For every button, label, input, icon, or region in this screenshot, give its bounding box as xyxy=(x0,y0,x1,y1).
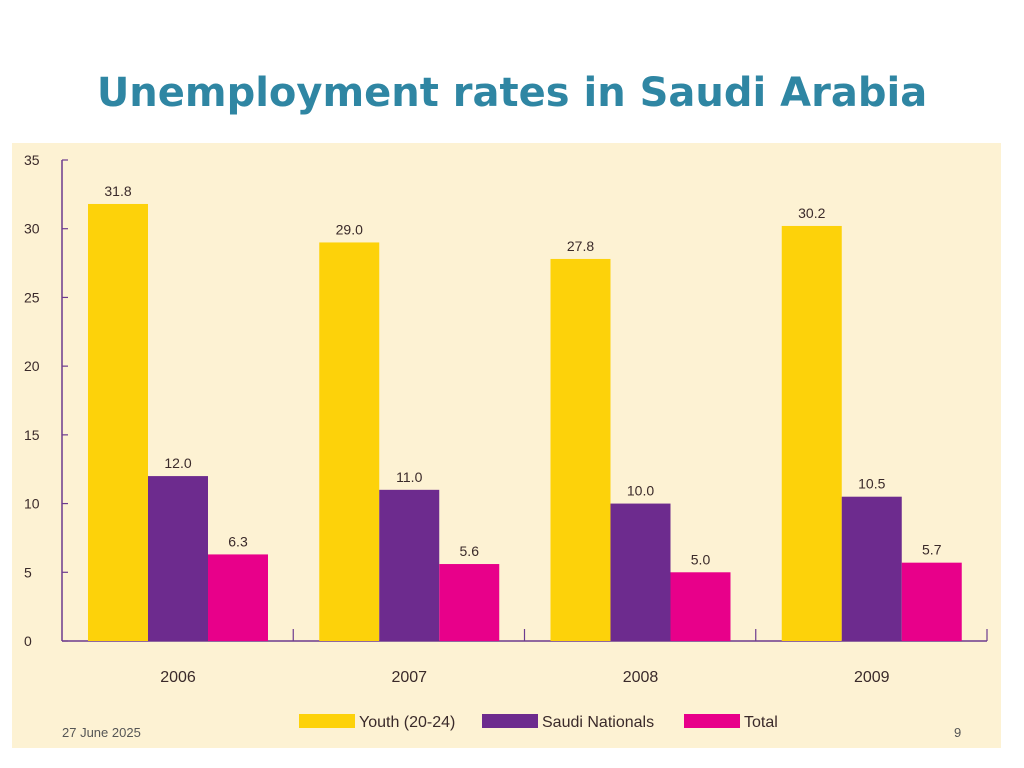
data-label: 12.0 xyxy=(164,455,191,471)
bar-2006-3 xyxy=(208,554,268,641)
bar-2007-2 xyxy=(379,489,440,641)
bar-2008-2 xyxy=(610,503,671,641)
y-tick-label: 10 xyxy=(24,496,40,512)
x-tick-label: 2007 xyxy=(391,669,427,686)
legend-label: Saudi Nationals xyxy=(542,714,654,731)
data-label: 5.0 xyxy=(691,551,711,567)
bar-2008-1 xyxy=(550,258,611,641)
x-tick-label: 2006 xyxy=(160,669,196,686)
bar-2006-1 xyxy=(88,203,148,641)
x-tick-label: 2008 xyxy=(623,669,659,686)
y-tick-label: 25 xyxy=(24,289,40,305)
y-tick-label: 15 xyxy=(24,427,40,443)
chart-panel: 0 5 10 15 20 25 30 35 31.8 12.0 6.3 2006 29.0 11.0 5.6… xyxy=(12,143,1001,748)
legend-label: Total xyxy=(744,714,778,731)
data-label: 30.2 xyxy=(798,205,825,221)
data-label: 29.0 xyxy=(336,221,363,237)
bar-2006-2 xyxy=(148,476,208,641)
data-label: 5.7 xyxy=(922,542,942,558)
data-label: 10.5 xyxy=(858,476,885,492)
bar-2009-1 xyxy=(781,225,842,642)
data-label: 31.8 xyxy=(104,183,131,199)
bar-2009-3 xyxy=(901,562,962,641)
y-tick-label: 5 xyxy=(24,564,32,580)
y-tick-label: 0 xyxy=(24,633,32,649)
bar-2009-2 xyxy=(841,496,902,641)
bar-2007-1 xyxy=(319,242,380,641)
data-label: 27.8 xyxy=(567,238,594,254)
bar-2007-3 xyxy=(439,564,500,641)
data-label: 11.0 xyxy=(396,469,422,485)
page-number: 9 xyxy=(954,725,962,740)
data-label: 5.6 xyxy=(460,543,480,559)
data-label: 6.3 xyxy=(228,533,248,549)
legend-swatch xyxy=(299,714,355,728)
y-tick-label: 30 xyxy=(24,221,40,237)
unemployment-bar-chart: 0 5 10 15 20 25 30 35 31.8 12.0 6.3 2006 29.0 11.0 5.6… xyxy=(24,152,988,731)
data-label: 10.0 xyxy=(627,483,654,499)
legend-swatch xyxy=(684,714,740,728)
bar-2008-3 xyxy=(670,572,731,641)
footer-date: 27 June 2025 xyxy=(62,725,141,740)
x-tick-label: 2009 xyxy=(854,669,890,686)
y-tick-label: 20 xyxy=(24,358,40,374)
y-tick-label: 35 xyxy=(24,152,40,168)
legend-swatch xyxy=(482,714,538,728)
slide-title: Unemployment rates in Saudi Arabia xyxy=(96,70,928,116)
legend-label: Youth (20-24) xyxy=(359,714,455,731)
